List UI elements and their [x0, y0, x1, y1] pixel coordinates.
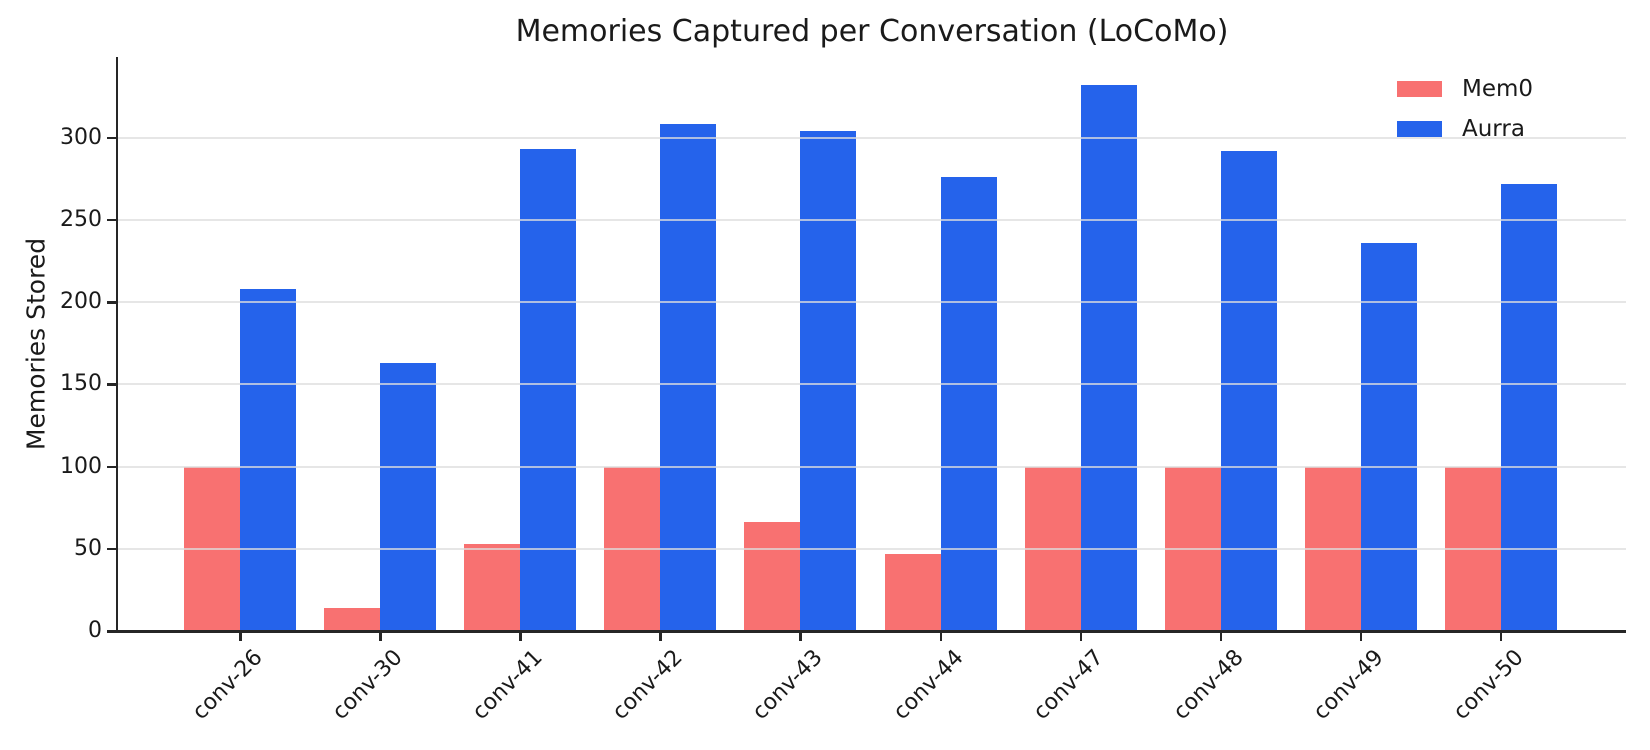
chart-title: Memories Captured per Conversation (LoCo… — [515, 14, 1229, 49]
x-tick-label-conv-42: conv-42 — [608, 645, 688, 725]
x-tick-label-conv-26: conv-26 — [187, 645, 268, 725]
x-tick-conv-44 — [939, 632, 942, 641]
bar-aurra-conv-41 — [520, 149, 577, 631]
y-tick-label-0: 0 — [88, 618, 102, 643]
x-tick-label-conv-50: conv-50 — [1448, 645, 1529, 725]
legend: Mem0 Aurra — [1397, 76, 1533, 156]
grid-line-50 — [118, 547, 1626, 550]
x-tick-conv-50 — [1499, 632, 1503, 641]
legend-label-mem0: Mem0 — [1462, 76, 1534, 102]
y-tick-100 — [107, 465, 116, 469]
legend-label-aurra: Aurra — [1462, 116, 1525, 142]
bar-aurra-conv-26 — [240, 288, 296, 631]
x-tick-conv-43 — [799, 632, 802, 641]
y-axis-label: Memories Stored — [21, 237, 51, 451]
bar-aurra-conv-44 — [940, 177, 997, 631]
x-tick-label-conv-43: conv-43 — [748, 645, 829, 725]
grid-line-300 — [118, 136, 1626, 139]
x-tick-conv-48 — [1219, 632, 1223, 641]
y-axis-spine — [115, 57, 118, 633]
bar-aurra-conv-43 — [800, 131, 857, 631]
bar-mem0-conv-30 — [324, 607, 381, 631]
legend-item-aurra: Aurra — [1397, 116, 1533, 142]
x-tick-conv-49 — [1359, 632, 1363, 641]
y-tick-200 — [107, 301, 116, 304]
x-tick-conv-41 — [519, 632, 522, 641]
x-tick-label-conv-47: conv-47 — [1028, 645, 1109, 725]
x-tick-label-conv-44: conv-44 — [888, 645, 969, 725]
grid-line-150 — [118, 383, 1626, 386]
bar-aurra-conv-48 — [1220, 150, 1277, 631]
bar-aurra-conv-47 — [1080, 84, 1137, 631]
y-tick-0 — [107, 630, 116, 633]
y-tick-label-250: 250 — [60, 206, 102, 232]
y-tick-label-200: 200 — [60, 289, 102, 315]
x-axis-spine — [115, 630, 1626, 633]
x-tick-label-conv-30: conv-30 — [327, 645, 408, 725]
x-tick-conv-26 — [239, 632, 242, 641]
grid-line-100 — [118, 465, 1626, 468]
x-tick-conv-47 — [1079, 632, 1083, 641]
bar-mem0-conv-41 — [464, 543, 521, 631]
bar-mem0-conv-43 — [744, 522, 801, 631]
y-tick-150 — [107, 383, 116, 386]
x-tick-conv-42 — [659, 632, 662, 641]
bar-aurra-conv-42 — [660, 124, 717, 631]
legend-swatch-aurra — [1397, 121, 1442, 137]
bar-aurra-conv-49 — [1360, 242, 1417, 631]
y-tick-250 — [107, 218, 116, 222]
y-tick-300 — [107, 136, 116, 140]
x-tick-label-conv-49: conv-49 — [1308, 645, 1389, 725]
bar-aurra-conv-50 — [1500, 183, 1557, 631]
y-tick-label-100: 100 — [60, 453, 102, 479]
bar-aurra-conv-30 — [380, 362, 437, 631]
bar-mem0-conv-44 — [884, 553, 941, 631]
legend-item-mem0: Mem0 — [1397, 76, 1533, 102]
grid-line-250 — [118, 218, 1626, 221]
plot-area — [118, 57, 1626, 631]
legend-swatch-mem0 — [1397, 81, 1442, 97]
x-tick-label-conv-41: conv-41 — [468, 645, 548, 725]
y-tick-label-300: 300 — [60, 124, 102, 150]
y-tick-label-50: 50 — [74, 535, 102, 561]
y-tick-label-150: 150 — [60, 371, 102, 397]
grid-line-200 — [118, 301, 1626, 304]
x-tick-label-conv-48: conv-48 — [1168, 645, 1249, 725]
x-tick-conv-30 — [379, 632, 382, 641]
y-tick-50 — [107, 547, 116, 551]
